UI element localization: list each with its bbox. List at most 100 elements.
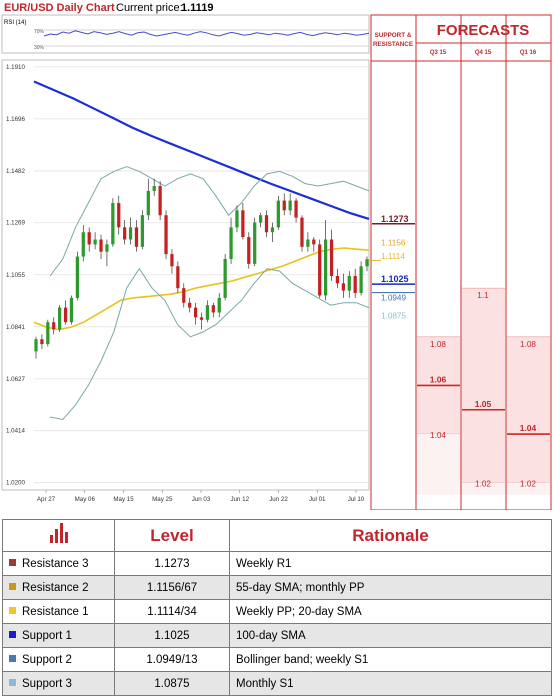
row-rationale: 100-day SMA: [229, 623, 552, 648]
rsi-line: [43, 30, 370, 37]
candle: [347, 271, 351, 298]
bullish-candle-body: [81, 232, 85, 257]
bearish-candle-body: [176, 266, 180, 289]
row-rationale: 55-day SMA; monthly PP: [229, 575, 552, 600]
candle: [99, 234, 103, 259]
forecast-high-label: 1.1: [477, 291, 489, 300]
bullish-candle-body: [253, 222, 257, 264]
resistance-2-swatch: [9, 582, 16, 590]
row-name: Support 2: [22, 653, 72, 666]
candle: [52, 317, 56, 335]
forecast-tail: [506, 482, 551, 495]
bearish-candle-body: [99, 239, 103, 252]
sr-title-line1: SUPPORT &: [375, 32, 412, 39]
forecast-high-label: 1.08: [430, 340, 446, 349]
x-tick-label: Apr 27: [37, 496, 56, 503]
candle: [140, 210, 145, 250]
candle: [241, 203, 245, 240]
forecasts-title: FORECASTS: [437, 22, 530, 39]
row-level: 1.0875: [114, 671, 230, 696]
forecast-low-label: 1.04: [430, 431, 446, 440]
table-row: Resistance 3 1.1273 Weekly R1: [2, 551, 552, 576]
forecast-mid-label: 1.05: [475, 399, 492, 409]
candle: [152, 178, 156, 196]
candle: [282, 193, 286, 216]
quarter-label-q3: Q3 15: [430, 50, 447, 56]
row-rationale: Weekly PP; 20-day SMA: [229, 599, 552, 624]
bullish-candle-body: [258, 215, 263, 223]
candle: [87, 227, 91, 252]
bullish-candle-body: [223, 258, 227, 298]
quarter-label-q1: Q1 16: [520, 50, 537, 56]
candle: [164, 210, 168, 259]
support-2-swatch: [9, 654, 16, 662]
candle: [123, 220, 127, 245]
table-row: Resistance 1 1.1114/34 Weekly PP; 20-day…: [2, 599, 552, 624]
candle: [270, 222, 275, 242]
bullish-candle-body: [128, 227, 133, 240]
bearish-candle-body: [211, 305, 215, 313]
candle: [235, 205, 239, 233]
bearish-candle-body: [158, 186, 162, 216]
candle: [359, 261, 363, 296]
bullish-candle-body: [34, 339, 38, 352]
y-tick-label: 1.1055: [6, 272, 25, 279]
x-tick-label: May 06: [75, 496, 96, 503]
candle: [217, 293, 221, 318]
bearish-candle-body: [188, 302, 192, 308]
row-name: Resistance 3: [22, 557, 89, 570]
x-tick-label: Jun 03: [192, 496, 211, 503]
row-rationale: Bollinger band; weekly S1: [229, 647, 552, 672]
y-tick-label: 1.0627: [6, 376, 25, 383]
candle: [223, 254, 227, 301]
candle: [40, 334, 44, 349]
candle: [294, 198, 298, 223]
candle: [46, 319, 50, 347]
bollinger-lower-line: [49, 267, 370, 421]
forecast-high-label: 1.08: [520, 340, 536, 349]
bearish-candle-body: [63, 307, 68, 323]
row-name: Support 3: [22, 677, 72, 690]
candle: [276, 195, 280, 230]
bearish-candle-body: [282, 200, 286, 211]
candle: [211, 302, 215, 318]
bullish-candle-body: [105, 244, 109, 252]
forecast-range: [461, 287, 506, 484]
x-tick-label: Jul 10: [348, 496, 365, 503]
level-label: 1.1156: [381, 239, 406, 248]
candle: [312, 237, 316, 252]
bearish-candle-body: [329, 239, 334, 276]
candle: [288, 193, 292, 216]
bearish-candle-body: [312, 239, 316, 245]
bullish-candle-body: [146, 190, 150, 216]
support-3-swatch: [9, 678, 16, 686]
x-tick-label: May 15: [113, 496, 134, 503]
row-rationale: Monthly S1: [229, 671, 552, 696]
row-name: Resistance 1: [22, 605, 89, 618]
bullish-candle-body: [288, 200, 292, 211]
candle: [158, 181, 162, 221]
bullish-candle-body: [229, 227, 233, 259]
bearish-candle-body: [193, 307, 198, 318]
candle: [34, 336, 38, 359]
candle: [81, 224, 85, 262]
bearish-candle-body: [247, 237, 251, 264]
forecast-tail: [416, 434, 461, 495]
candle: [300, 215, 304, 252]
y-tick-label: 1.0841: [6, 324, 25, 331]
rsi-level-30: 30%: [34, 45, 45, 51]
y-tick-label: 1.1910: [6, 64, 25, 71]
bullish-candle-body: [75, 256, 80, 298]
candle: [365, 256, 369, 272]
bearish-candle-body: [40, 339, 44, 345]
candle: [134, 220, 139, 252]
table-row: Resistance 2 1.1156/67 55-day SMA; month…: [2, 575, 552, 600]
candle: [323, 220, 328, 301]
forecast-low-label: 1.02: [520, 480, 536, 489]
table-row: Support 1 1.1025 100-day SMA: [2, 623, 552, 648]
bearish-candle-body: [335, 276, 340, 284]
bullish-candle-body: [111, 203, 115, 245]
forecast-range: [506, 336, 551, 484]
bullish-candle-body: [152, 186, 156, 191]
candle: [93, 232, 97, 250]
